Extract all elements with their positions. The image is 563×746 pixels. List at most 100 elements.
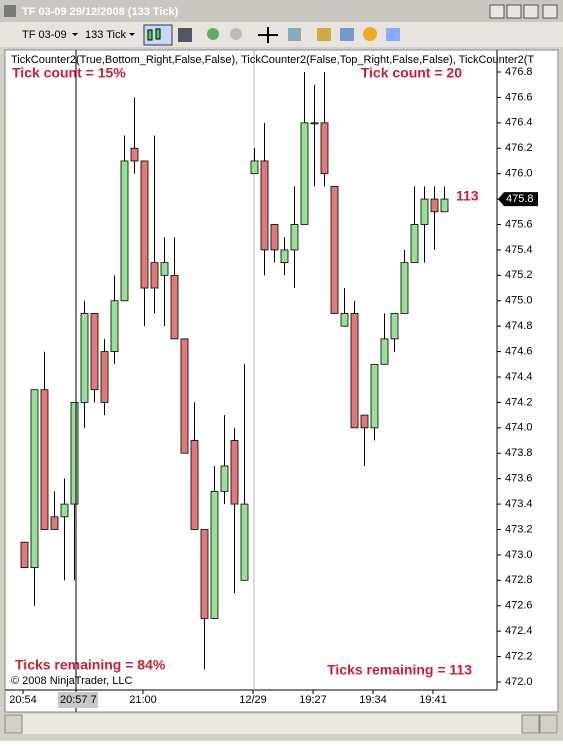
scroll-right-button[interactable] bbox=[539, 714, 558, 734]
scrollbar[interactable] bbox=[5, 714, 558, 734]
y-tick-label: 476.8 bbox=[505, 66, 533, 78]
candle-body bbox=[40, 389, 49, 530]
candle-body bbox=[240, 503, 249, 581]
zoom-in-button[interactable] bbox=[207, 28, 219, 40]
x-tick-label: 19:27 bbox=[299, 694, 327, 706]
x-tick-label: 12/29 bbox=[239, 694, 267, 706]
candle-body bbox=[260, 160, 269, 251]
candle-body bbox=[250, 160, 259, 175]
y-tick-label: 472.0 bbox=[505, 676, 533, 688]
y-tick-label: 474.4 bbox=[505, 371, 533, 383]
title-bar bbox=[0, 0, 563, 22]
candle-body bbox=[120, 160, 129, 302]
y-tick-label: 476.4 bbox=[505, 117, 533, 129]
instrument-selector[interactable]: TF 03-09 bbox=[22, 29, 67, 41]
scroll-left-button[interactable] bbox=[4, 714, 23, 734]
candle-body bbox=[20, 541, 29, 569]
draw-tool-button[interactable] bbox=[178, 28, 192, 42]
y-tick-label: 475.0 bbox=[505, 295, 533, 307]
y-tick-label: 474.8 bbox=[505, 320, 533, 332]
window-title: TF 03-09 29/12/2008 (133 Tick) bbox=[22, 6, 179, 18]
copyright: © 2008 NinjaTrader, LLC bbox=[11, 675, 132, 687]
y-tick-label: 473.0 bbox=[505, 549, 533, 561]
candle-body bbox=[310, 122, 319, 125]
properties-button[interactable] bbox=[288, 28, 301, 41]
candle-body bbox=[180, 338, 189, 454]
last-price-label: 475.8 bbox=[506, 193, 534, 205]
icon bbox=[147, 29, 153, 41]
y-tick-label: 473.2 bbox=[505, 523, 533, 535]
candle-body bbox=[330, 185, 339, 314]
candle-body bbox=[220, 465, 229, 492]
crosshair-button[interactable] bbox=[258, 27, 278, 43]
y-tick-label: 473.8 bbox=[505, 447, 533, 459]
y-tick-label: 474.0 bbox=[505, 422, 533, 434]
y-tick-label: 472.4 bbox=[505, 625, 533, 637]
icon bbox=[155, 28, 161, 40]
indicators-button[interactable] bbox=[317, 28, 331, 41]
y-tick-label: 474.2 bbox=[505, 396, 533, 408]
x-tick-label: 21:00 bbox=[129, 694, 157, 706]
toolbar bbox=[0, 22, 563, 47]
y-tick-label: 473.6 bbox=[505, 473, 533, 485]
data-box-button[interactable] bbox=[386, 28, 400, 41]
restore-button[interactable] bbox=[506, 4, 522, 19]
candle-body bbox=[360, 414, 369, 429]
candle-body bbox=[130, 147, 139, 162]
y-tick-label: 473.4 bbox=[505, 498, 533, 510]
x-tick-label: 19:41 bbox=[419, 694, 447, 706]
ticks-remaining-label: Ticks remaining = 113 bbox=[327, 662, 472, 678]
candle-body bbox=[60, 503, 69, 518]
candle-body bbox=[230, 440, 239, 505]
y-tick-label: 475.6 bbox=[505, 218, 533, 230]
minimize-button[interactable] bbox=[489, 4, 505, 19]
candle-body bbox=[340, 313, 349, 327]
y-tick-label: 476.2 bbox=[505, 142, 533, 154]
y-tick-label: 472.8 bbox=[505, 574, 533, 586]
dropdown-arrow bbox=[72, 33, 78, 36]
candle-body bbox=[160, 262, 169, 276]
indicator-label: TickCounter2(True,Bottom_Right,False,Fal… bbox=[11, 54, 534, 66]
y-tick-label: 475.4 bbox=[505, 244, 533, 256]
x-tick-label: 19:34 bbox=[359, 694, 387, 706]
tick-count-label: Tick count = 15% bbox=[12, 65, 126, 81]
candle-body bbox=[30, 389, 39, 569]
candle-body bbox=[110, 300, 119, 352]
app-icon bbox=[4, 5, 16, 17]
candle-body bbox=[320, 122, 329, 175]
candle-body bbox=[380, 338, 389, 365]
candle-body bbox=[410, 224, 419, 264]
candle-body bbox=[280, 249, 289, 264]
candle-body bbox=[370, 363, 379, 429]
close-button[interactable] bbox=[542, 4, 558, 19]
candle-body bbox=[50, 516, 59, 530]
x-tick-label: 20:54 bbox=[9, 694, 37, 706]
scroll-thumb[interactable] bbox=[521, 714, 540, 734]
crosshair-label-box bbox=[58, 692, 98, 708]
candle-body bbox=[440, 198, 449, 213]
last-price-marker bbox=[498, 192, 538, 207]
candle-body bbox=[90, 313, 99, 391]
maximize-button[interactable] bbox=[523, 4, 539, 19]
candle-body bbox=[100, 351, 109, 403]
zoom-out-button[interactable] bbox=[230, 28, 242, 40]
strategies-button[interactable] bbox=[340, 28, 354, 41]
window-buttons[interactable] bbox=[489, 4, 558, 19]
y-tick-label: 476.0 bbox=[505, 168, 533, 180]
y-tick-label: 472.6 bbox=[505, 600, 533, 612]
tick-count-label: Tick count = 20 bbox=[361, 65, 462, 81]
candle-body bbox=[270, 224, 279, 251]
y-tick-label: 472.2 bbox=[505, 650, 533, 662]
candle-body bbox=[300, 122, 309, 225]
orders-button[interactable] bbox=[363, 27, 377, 41]
candle-body bbox=[200, 529, 209, 619]
candle-body bbox=[170, 274, 179, 340]
candle-body bbox=[70, 402, 79, 505]
y-tick-label: 474.6 bbox=[505, 345, 533, 357]
candle-body bbox=[390, 313, 399, 340]
candle-body bbox=[290, 224, 299, 251]
candle-body bbox=[210, 490, 219, 619]
plot bbox=[20, 72, 449, 670]
interval-selector[interactable]: 133 Tick bbox=[85, 29, 126, 41]
